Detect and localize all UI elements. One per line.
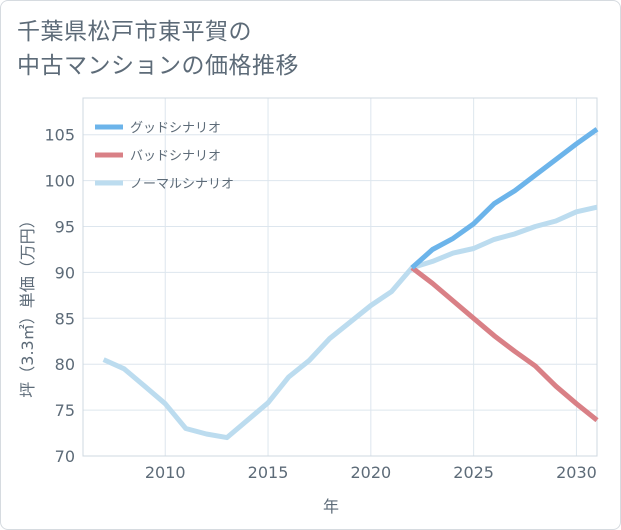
- legend-good: グッドシナリオ: [95, 121, 221, 136]
- y-tick-label: 85: [55, 309, 75, 328]
- normal-scenario-line: [102, 204, 598, 441]
- good-scenario-line: [410, 127, 599, 270]
- legend-normal: ノーマルシナリオ: [95, 177, 234, 192]
- y-tick-label: 90: [55, 263, 75, 282]
- chart-title-line2: 中古マンションの価格推移: [17, 53, 299, 79]
- legend-label: バッドシナリオ: [130, 149, 221, 164]
- x-tick-label: 2010: [145, 463, 186, 482]
- y-axis-label: 坪（3.3㎡）単価（万円）: [18, 212, 37, 397]
- x-tick-label: 2015: [248, 463, 289, 482]
- legend-label: ノーマルシナリオ: [130, 177, 234, 192]
- y-tick-label: 100: [44, 172, 75, 191]
- bad-scenario-line: [410, 265, 599, 423]
- plot-frame: [82, 97, 598, 457]
- y-tick-label: 70: [55, 447, 75, 466]
- y-tick-label: 95: [55, 218, 75, 237]
- y-tick-label: 80: [55, 355, 75, 374]
- x-tick-label: 2030: [556, 463, 597, 482]
- chart-title: 千葉県松戸市東平賀の 中古マンションの価格推移: [17, 15, 299, 83]
- x-axis-ticks: 2010 2015 2020 2025 2030: [145, 463, 597, 482]
- y-tick-label: 105: [44, 126, 75, 145]
- y-tick-label: 75: [55, 401, 75, 420]
- grid: [82, 97, 598, 457]
- chart-title-line1: 千葉県松戸市東平賀の: [17, 19, 252, 45]
- y-axis-ticks: 70 75 80 85 90 95 100 105: [44, 126, 75, 466]
- legend-bad: バッドシナリオ: [95, 149, 221, 164]
- x-tick-label: 2020: [350, 463, 391, 482]
- x-axis-label: 年: [323, 497, 339, 516]
- legend-label: グッドシナリオ: [130, 121, 221, 136]
- plot-lines: [102, 127, 599, 441]
- x-tick-label: 2025: [453, 463, 494, 482]
